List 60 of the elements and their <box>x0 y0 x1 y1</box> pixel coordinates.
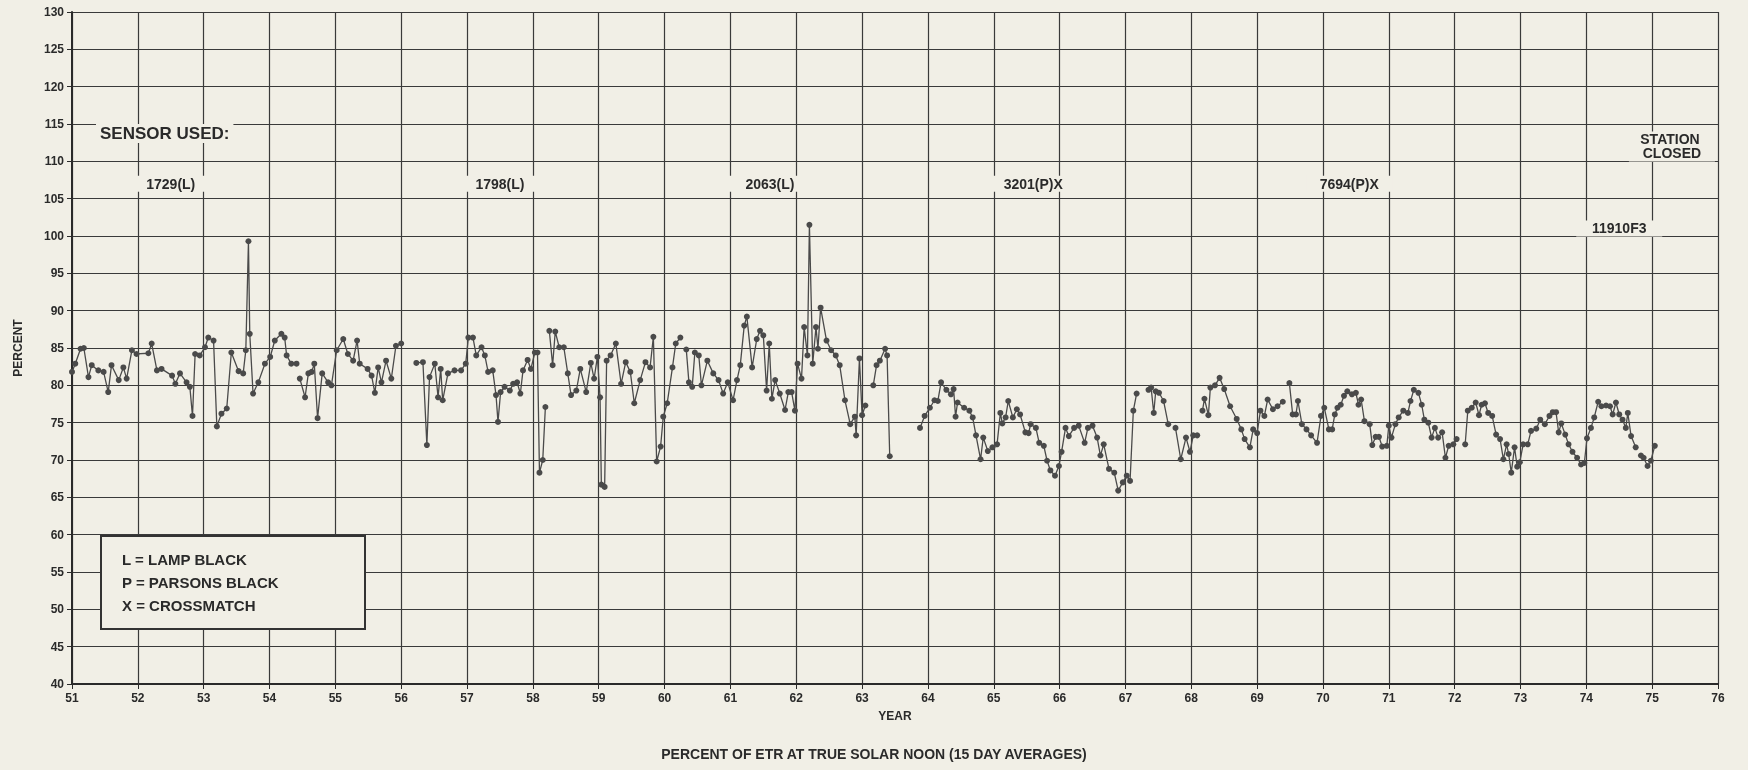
y-tick-label: 55 <box>50 565 65 579</box>
x-tick-label: 62 <box>789 691 804 705</box>
y-tick-label: 85 <box>50 341 65 355</box>
x-tick-label: 65 <box>987 691 1001 705</box>
y-tick-label: 65 <box>50 490 65 505</box>
x-tick-label: 61 <box>723 691 738 705</box>
x-tick-label: 74 <box>1579 691 1594 705</box>
annotation: 7694(P)X <box>1319 175 1380 192</box>
annotation: P = PARSONS BLACK <box>122 574 280 591</box>
y-tick-label: 120 <box>43 79 65 94</box>
y-tick-label: 70 <box>50 453 65 467</box>
annotation: L = LAMP BLACK <box>122 551 248 568</box>
x-tick-label: 58 <box>526 691 540 705</box>
x-tick-label: 73 <box>1513 691 1528 705</box>
x-tick-label: 54 <box>262 691 277 705</box>
x-tick-label: 69 <box>1250 691 1265 705</box>
y-axis-title: PERCENT <box>11 318 25 377</box>
x-tick-label: 57 <box>460 691 475 705</box>
annotation: SENSOR USED: <box>100 124 230 143</box>
x-tick-label: 72 <box>1447 691 1462 705</box>
y-tick-label: 45 <box>50 639 65 654</box>
x-tick-label: 75 <box>1645 691 1660 705</box>
y-tick-label: 60 <box>50 527 65 542</box>
x-tick-label: 71 <box>1382 691 1396 705</box>
x-tick-label: 53 <box>197 691 211 705</box>
annotation: 3201(P)X <box>1003 175 1064 192</box>
y-tick-label: 50 <box>50 602 65 617</box>
x-axis-title: YEAR <box>878 709 912 723</box>
annotation: 2063(L) <box>745 175 795 192</box>
x-tick-label: 68 <box>1184 691 1199 705</box>
x-tick-label: 66 <box>1052 691 1067 705</box>
x-tick-label: 51 <box>65 691 79 705</box>
annotation: 1729(L) <box>146 175 196 192</box>
x-tick-label: 60 <box>657 691 672 705</box>
y-tick-label: 75 <box>50 415 65 430</box>
text: PERCENT OF ETR AT TRUE SOLAR NOON (15 DAY AVERAGES) <box>661 746 1087 762</box>
y-tick-label: 105 <box>43 191 65 206</box>
annotation: 11910F3 <box>1591 220 1647 237</box>
y-tick-label: 130 <box>43 5 65 19</box>
annotation: 1798(L) <box>475 175 525 192</box>
y-tick-label: 115 <box>44 117 65 131</box>
x-tick-label: 52 <box>131 691 145 705</box>
annotation: X = CROSSMATCH <box>122 597 257 614</box>
x-tick-label: 56 <box>394 691 409 705</box>
x-tick-label: 64 <box>921 691 935 705</box>
x-tick-label: 67 <box>1118 691 1133 705</box>
key-box: L = LAMP BLACK P = PARSONS BLACK X = CROSSMATCH <box>100 535 366 630</box>
y-tick-label: 125 <box>43 42 65 57</box>
x-tick-label: 70 <box>1316 691 1330 705</box>
x-tick-label: 76 <box>1711 691 1725 705</box>
annotation: STATION CLOSED <box>1640 131 1704 162</box>
y-tick-label: 80 <box>50 378 65 393</box>
x-tick-label: 59 <box>592 691 606 705</box>
y-tick-label: 110 <box>44 154 65 169</box>
y-tick-label: 40 <box>50 677 65 691</box>
y-tick-label: 100 <box>43 229 65 243</box>
x-tick-label: 63 <box>855 691 870 705</box>
x-tick-label: 55 <box>328 691 343 705</box>
y-tick-label: 95 <box>50 266 65 281</box>
y-tick-label: 90 <box>50 303 65 318</box>
